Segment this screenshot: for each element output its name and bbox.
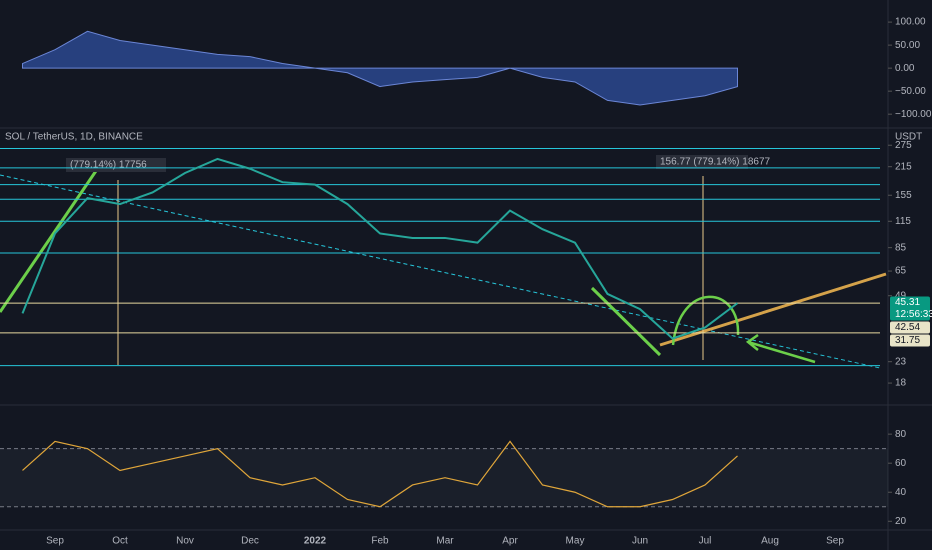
y-tick-label: 115 <box>895 216 911 227</box>
y-tick-label: 80 <box>895 429 907 440</box>
annotation-box <box>66 158 166 172</box>
y-tick-label: 49 <box>895 290 907 301</box>
y-tick-label: 85 <box>895 242 907 253</box>
price-tag <box>890 296 930 321</box>
y-tick-label: 65 <box>895 266 907 277</box>
y-tick-label: 100.00 <box>895 17 926 28</box>
arc-drawing <box>671 295 740 346</box>
price-tag <box>890 321 930 334</box>
y-tick-label: 155 <box>895 190 912 201</box>
x-tick-label: Sep <box>46 536 64 547</box>
y-tick-label: 0.00 <box>895 63 915 74</box>
y-tick-label: 275 <box>895 140 912 151</box>
x-tick-label: Mar <box>436 536 454 547</box>
countdown: 12:56:33 <box>895 309 932 320</box>
y-tick-label: 18 <box>895 378 907 389</box>
area <box>22 30 738 106</box>
x-tick-label: Aug <box>761 536 779 547</box>
x-tick-label: Dec <box>241 536 259 547</box>
line <box>22 440 738 508</box>
y-tick-label: 60 <box>895 458 907 469</box>
annotation-box <box>656 155 748 169</box>
x-tick-label: Jun <box>632 536 648 547</box>
y-tick-label: −100.00 <box>895 109 932 120</box>
x-tick-label: May <box>566 536 585 547</box>
y-tick-label: 23 <box>895 356 907 367</box>
x-tick-label: Nov <box>176 536 194 547</box>
price-tag-label: 45.31 <box>895 297 920 308</box>
x-tick-label: 2022 <box>304 536 327 547</box>
x-tick-label: Oct <box>112 536 128 547</box>
arrow-drawing <box>745 333 816 364</box>
arrow-drawing <box>0 164 662 357</box>
x-tick-label: Jul <box>699 536 712 547</box>
y-tick-label: 40 <box>895 487 907 498</box>
line <box>21 157 739 340</box>
y-tick-label: −50.00 <box>895 86 926 97</box>
price-tag-label: 31.75 <box>895 335 920 346</box>
price-tag-label: 42.54 <box>895 322 920 333</box>
annotation: (779.14%) 17756 <box>70 160 147 171</box>
y-axis-label: USDT <box>895 132 922 143</box>
price-tag <box>890 334 930 347</box>
trend-line <box>0 174 881 369</box>
y-tick-label: 50.00 <box>895 40 920 51</box>
annotation: 156.77 (779.14%) 18677 <box>660 157 771 168</box>
x-tick-label: Sep <box>826 536 844 547</box>
y-tick-label: 215 <box>895 161 912 172</box>
chart-title: SOL / TetherUS, 1D, BINANCE <box>5 132 143 143</box>
y-tick-label: 20 <box>895 516 907 527</box>
x-tick-label: Apr <box>502 536 518 547</box>
x-tick-label: Feb <box>371 536 389 547</box>
